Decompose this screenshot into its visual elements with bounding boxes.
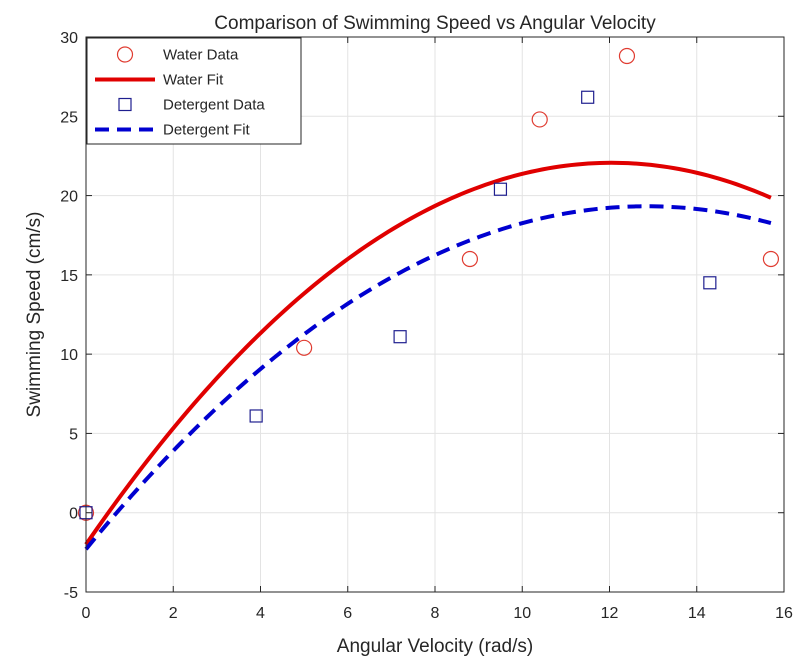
- detergent-fit-line: [84, 204, 772, 551]
- detergent-fit-series: [84, 204, 772, 551]
- detergent-data-point: [493, 182, 508, 196]
- detergent-data-point: [393, 330, 407, 344]
- y-tick-label: 15: [60, 268, 78, 285]
- legend-detergent-data-label: Detergent Data: [163, 97, 265, 114]
- y-tick-label: -5: [64, 585, 78, 602]
- water-data-point: [762, 250, 780, 268]
- x-tick-label: 0: [82, 605, 91, 622]
- legend-detergent-data-sample: [118, 97, 132, 112]
- y-axis-label: Swimming Speed (cm/s): [24, 212, 45, 418]
- detergent-data-point: [581, 90, 595, 104]
- x-tick-label: 2: [169, 605, 178, 622]
- x-tick-label: 14: [688, 605, 706, 622]
- x-tick-label: 4: [256, 605, 265, 622]
- x-tick-label: 12: [601, 605, 619, 622]
- legend-water-fit-label: Water Fit: [163, 72, 224, 89]
- y-tick-label: 5: [69, 426, 78, 443]
- y-tick-label: 20: [60, 189, 78, 206]
- detergent-data-point: [703, 276, 717, 290]
- chart-title: Comparison of Swimming Speed vs Angular …: [214, 13, 656, 34]
- x-axis-label: Angular Velocity (rad/s): [337, 636, 533, 657]
- y-tick-label: 25: [60, 109, 78, 126]
- x-tick-label: 16: [775, 605, 793, 622]
- x-tick-label: 6: [343, 605, 352, 622]
- water-data-point: [296, 339, 313, 356]
- water-data-point: [531, 111, 548, 128]
- legend-water-data-label: Water Data: [163, 47, 239, 64]
- water-fit-series: [84, 160, 772, 546]
- x-tick-label: 10: [513, 605, 531, 622]
- y-tick-label: 0: [69, 506, 78, 523]
- legend-detergent-fit-label: Detergent Fit: [163, 122, 251, 139]
- legend: Water Data Water Fit Detergent Data Deterge…: [86, 37, 302, 145]
- x-tick-label: 8: [431, 605, 440, 622]
- y-tick-label: 30: [60, 30, 78, 47]
- legend-water-data-sample: [116, 46, 134, 63]
- y-tick-label: 10: [60, 347, 78, 364]
- detergent-data-point: [249, 409, 263, 423]
- water-data-point: [618, 47, 636, 65]
- water-data-point: [461, 250, 478, 268]
- water-fit-line: [84, 160, 772, 546]
- legend-box: [86, 37, 302, 145]
